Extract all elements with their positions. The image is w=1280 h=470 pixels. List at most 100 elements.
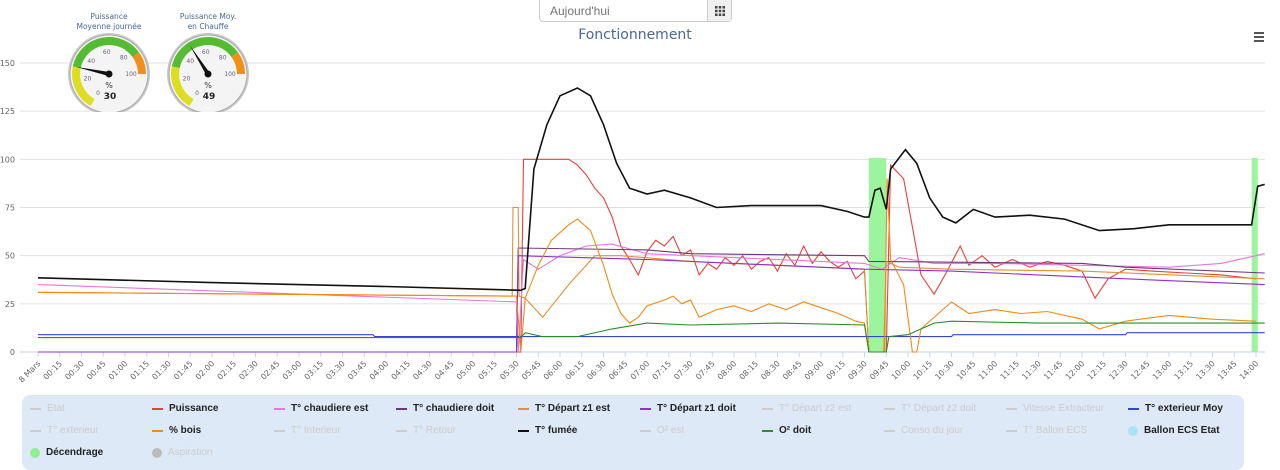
- legend-item-t-exterieur[interactable]: T° exterieur: [30, 425, 99, 436]
- legend-item-conso-du-jour[interactable]: Conso du jour: [884, 425, 963, 436]
- legend-item-etat[interactable]: Etat: [30, 403, 65, 414]
- gauge-tick-label: 60: [202, 49, 210, 56]
- gauge-band: [72, 37, 139, 69]
- legend-item-d-cendrage[interactable]: Décendrage: [30, 447, 103, 458]
- legend-item-vitesse-extracteur[interactable]: Vitesse Extracteur: [1006, 403, 1104, 414]
- legend-item-t-exterieur-moy[interactable]: T° exterieur Moy: [1128, 403, 1223, 414]
- legend-symbol: [1006, 429, 1017, 432]
- gauge-tick-label: 40: [87, 58, 95, 65]
- x-tick-label: 07:30: [672, 359, 695, 382]
- x-tick-label: 13:00: [1151, 359, 1174, 382]
- gauge-value: 30: [104, 92, 117, 102]
- legend-label: T° Interieur: [291, 425, 341, 436]
- gauge-band: [171, 66, 194, 107]
- gauge-band: [72, 66, 95, 107]
- legend-item-t-retour[interactable]: T° Retour: [396, 425, 456, 436]
- legend-label: T° chaudiere doit: [413, 403, 495, 414]
- legend-item-aspiration[interactable]: Aspiration: [152, 447, 212, 458]
- x-tick-label: 11:30: [1020, 359, 1043, 382]
- x-tick-label: 09:15: [824, 359, 847, 382]
- date-picker[interactable]: [539, 0, 732, 22]
- legend-symbol: [396, 429, 407, 432]
- legend-label: Puissance: [169, 403, 219, 414]
- x-tick-label: 05:45: [520, 359, 543, 382]
- legend-symbol: [884, 429, 895, 432]
- legend-item-t-d-part-z1-doit[interactable]: T° Départ z1 doit: [640, 403, 736, 414]
- x-tick-label: 00:30: [63, 359, 86, 382]
- legend-label: Vitesse Extracteur: [1023, 403, 1104, 414]
- legend-item-t-d-part-z2-est[interactable]: T° Départ z2 est: [762, 403, 851, 414]
- legend-item-t-chaudiere-est[interactable]: T° chaudiere est: [274, 403, 368, 414]
- x-tick-label: 04:45: [433, 359, 456, 382]
- x-tick-label: 05:00: [455, 359, 478, 382]
- legend-item-t-interieur[interactable]: T° Interieur: [274, 425, 341, 436]
- x-tick-label: 07:45: [694, 359, 717, 382]
- legend-symbol: [30, 447, 40, 458]
- x-tick-label: 12:15: [1085, 359, 1108, 382]
- gauge-dial: 0 20 40 60 80 100% 30: [68, 33, 150, 115]
- legend-item-t-d-part-z1-est[interactable]: T° Départ z1 est: [518, 403, 610, 414]
- x-tick-label: 02:15: [215, 359, 238, 382]
- x-tick-label: 8 Mars: [17, 359, 42, 384]
- x-tick-label: 06:45: [607, 359, 630, 382]
- x-tick-label: 01:30: [150, 359, 173, 382]
- x-tick-label: 12:45: [1129, 359, 1152, 382]
- x-tick-label: 14:00: [1238, 359, 1261, 382]
- legend-item-ballon-ecs-etat[interactable]: Ballon ECS Etat: [1128, 425, 1220, 436]
- x-tick-label: 12:30: [1107, 359, 1130, 382]
- gauge-tick-label: 0: [96, 90, 100, 97]
- legend-item-t-ballon-ecs[interactable]: T° Ballon ECS: [1006, 425, 1087, 436]
- legend-symbol: [30, 407, 41, 410]
- gauge-needle: [189, 45, 210, 76]
- legend-label: T° chaudiere est: [291, 403, 369, 414]
- x-tick-label: 09:45: [868, 359, 891, 382]
- gauge-band: [132, 52, 146, 75]
- calendar-button[interactable]: [707, 0, 731, 21]
- x-tick-label: 06:00: [542, 359, 565, 382]
- gauge-title: Puissance Moy. en Chauffe: [179, 12, 237, 31]
- x-tick-label: 13:15: [1172, 359, 1195, 382]
- gauge-tick-label: 80: [120, 55, 128, 62]
- x-tick-label: 03:45: [346, 359, 369, 382]
- legend-item-t-chaudiere-doit[interactable]: T° chaudiere doit: [396, 403, 494, 414]
- gauge-tick-label: 20: [84, 76, 92, 83]
- x-tick-label: 12:00: [1064, 359, 1087, 382]
- legend-symbol: [1128, 425, 1138, 436]
- y-tick-label: 25: [5, 300, 15, 309]
- gauge-tick-label: 100: [224, 71, 236, 78]
- series-line-t-d-part-z1-est[interactable]: [37, 206, 1265, 353]
- gauge-puissance-moy-chauffe: Puissance Moy. en Chauffe 0 20 40 60 80 100% 4…: [162, 12, 254, 116]
- series-line-t-chaudiere-est[interactable]: [37, 243, 1265, 353]
- legend-item-t-d-part-z2-doit[interactable]: T° Départ z2 doit: [884, 403, 976, 414]
- legend-item-o-doit[interactable]: O² doit: [762, 425, 811, 436]
- date-input[interactable]: [540, 0, 707, 21]
- x-tick-label: 08:00: [716, 359, 739, 382]
- series-line--bois[interactable]: [37, 178, 1257, 353]
- x-tick-label: 11:15: [998, 359, 1021, 382]
- x-tick-label: 08:15: [737, 359, 760, 382]
- x-tick-label: 07:00: [629, 359, 652, 382]
- x-tick-label: 00:15: [41, 359, 64, 382]
- x-tick-label: 03:00: [281, 359, 304, 382]
- legend-symbol: [1128, 407, 1139, 410]
- gauge-title: Puissance Moyenne journée: [76, 12, 142, 31]
- decendrage-band: [1251, 158, 1258, 352]
- legend-item-t-fum-e[interactable]: T° fumée: [518, 425, 577, 436]
- series-line-o-doit[interactable]: [38, 320, 1265, 353]
- legend-item-puissance[interactable]: Puissance: [152, 403, 218, 414]
- series-line-t-fum-e[interactable]: [37, 87, 1265, 292]
- x-tick-label: 13:30: [1194, 359, 1217, 382]
- legend-label: T° Retour: [413, 425, 456, 436]
- legend-label: Décendrage: [46, 447, 104, 458]
- legend-label: O² est: [657, 425, 685, 436]
- x-tick-label: 02:45: [259, 359, 282, 382]
- series-line-t-exterieur-moy[interactable]: [38, 332, 1265, 338]
- legend-item--bois[interactable]: % bois: [152, 425, 201, 436]
- x-tick-label: 10:45: [955, 359, 978, 382]
- legend-label: T° exterieur: [47, 425, 99, 436]
- legend-item-o-est[interactable]: O² est: [640, 425, 684, 436]
- hamburger-icon[interactable]: [1254, 32, 1264, 44]
- legend-symbol: [396, 407, 407, 410]
- legend-symbol: [274, 429, 285, 432]
- legend-label: T° exterieur Moy: [1145, 403, 1223, 414]
